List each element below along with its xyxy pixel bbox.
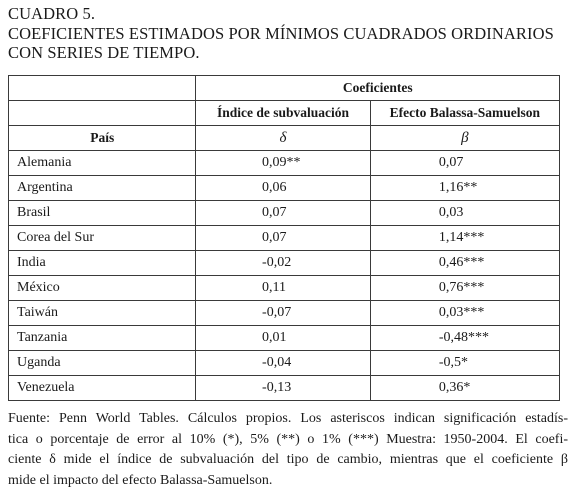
beta-value: 0,36* [438, 380, 471, 395]
note-line-2: tica o porcentaje de error al 10% (*), 5… [8, 431, 568, 447]
beta-cell: 0,03*** [369, 300, 561, 326]
country-cell: Alemania [7, 150, 197, 176]
delta-cell: 0,09** [195, 150, 371, 176]
caption-number: CUADRO 5. [8, 4, 96, 23]
empty-header-cell [7, 75, 197, 101]
beta-value: 0,76*** [438, 280, 485, 295]
country-cell: Venezuela [7, 375, 197, 401]
table-row: India -0,02 0,46*** [7, 250, 561, 276]
beta-value: 0,46*** [438, 255, 485, 270]
header-row-symbols: País δ β [7, 125, 561, 151]
delta-value: 0,11 [262, 280, 287, 295]
table-caption: CUADRO 5. COEFICIENTES ESTIMADOS POR MÍN… [8, 4, 568, 63]
beta-value: 1,14*** [438, 230, 485, 245]
table-row: Brasil 0,07 0,03 [7, 200, 561, 226]
beta-cell: 0,36* [369, 375, 561, 401]
beta-value: 0,07 [438, 155, 464, 170]
delta-value: -0,02 [262, 255, 292, 270]
country-cell: Taiwán [7, 300, 197, 326]
beta-value: 0,03*** [438, 305, 485, 320]
empty-header-cell [7, 100, 197, 126]
symbol-cell-beta: β [369, 125, 561, 151]
country-cell: Corea del Sur [7, 225, 197, 251]
beta-value: -0,48*** [438, 330, 489, 345]
delta-cell: 0,07 [195, 225, 371, 251]
delta-value: 0,01 [262, 330, 287, 345]
delta-cell: 0,07 [195, 200, 371, 226]
country-cell: Uganda [7, 350, 197, 376]
col-header-balassa: Efecto Balassa-Samuelson [369, 100, 561, 126]
delta-value: -0,04 [262, 355, 292, 370]
symbol-cell-delta: δ [195, 125, 371, 151]
beta-value: -0,5* [438, 355, 468, 370]
beta-cell: -0,5* [369, 350, 561, 376]
country-cell: Brasil [7, 200, 197, 226]
table-row: Alemania 0,09** 0,07 [7, 150, 561, 176]
beta-cell: -0,48*** [369, 325, 561, 351]
delta-value: 0,07 [262, 230, 287, 245]
delta-cell: -0,13 [195, 375, 371, 401]
col-header-country: País [7, 125, 197, 151]
beta-value: 0,03 [438, 205, 464, 220]
table-body: Alemania 0,09** 0,07 Argentina 0,06 1,16** Bra… [7, 150, 561, 401]
beta-cell: 1,16** [369, 175, 561, 201]
coefficients-table: Coeficientes Índice de subvaluación Efec… [7, 75, 561, 401]
note-line-3: ciente δ mide el índice de subvaluación … [8, 452, 568, 467]
beta-symbol: β [461, 129, 469, 146]
delta-value: 0,09** [262, 155, 301, 170]
beta-cell: 0,03 [369, 200, 561, 226]
beta-cell: 1,14*** [369, 225, 561, 251]
header-row-group: Coeficientes [7, 75, 560, 101]
caption-title-line-2: CON SERIES DE TIEMPO. [8, 43, 200, 62]
table-row: Argentina 0,06 1,16** [7, 175, 561, 201]
country-cell: India [7, 250, 197, 276]
beta-cell: 0,46*** [369, 250, 561, 276]
table-row: Corea del Sur 0,07 1,14*** [7, 225, 561, 251]
delta-cell: 0,11 [195, 275, 371, 301]
delta-symbol: δ [279, 129, 287, 146]
delta-value: 0,06 [262, 180, 287, 195]
beta-cell: 0,07 [369, 150, 561, 176]
delta-cell: -0,07 [195, 300, 371, 326]
table-row: Venezuela -0,13 0,36* [7, 375, 561, 401]
table-note: Fuente: Penn World Tables. Cálculos prop… [8, 409, 568, 491]
caption-title-line-1: COEFICIENTES ESTIMADOS POR MÍNIMOS CUADR… [8, 23, 554, 43]
country-cell: Argentina [7, 175, 197, 201]
note-line-4: mide el impacto del efecto Balassa-Samue… [8, 472, 273, 488]
delta-cell: -0,02 [195, 250, 371, 276]
header-row-columns: Índice de subvaluación Efecto Balassa-Sa… [7, 100, 561, 126]
group-header: Coeficientes [195, 75, 560, 101]
table-row: Tanzania 0,01 -0,48*** [7, 325, 561, 351]
delta-value: -0,13 [262, 380, 292, 395]
delta-cell: 0,06 [195, 175, 371, 201]
delta-value: -0,07 [262, 305, 292, 320]
beta-cell: 0,76*** [369, 275, 561, 301]
note-line-1: Fuente: Penn World Tables. Cálculos prop… [8, 411, 568, 426]
col-header-subvaluation: Índice de subvaluación [195, 100, 371, 126]
table-row: Uganda -0,04 -0,5* [7, 350, 561, 376]
beta-value: 1,16** [438, 180, 478, 195]
delta-cell: 0,01 [195, 325, 371, 351]
table-row: México 0,11 0,76*** [7, 275, 561, 301]
country-cell: Tanzania [7, 325, 197, 351]
delta-cell: -0,04 [195, 350, 371, 376]
delta-value: 0,07 [262, 205, 287, 220]
table-row: Taiwán -0,07 0,03*** [7, 300, 561, 326]
country-cell: México [7, 275, 197, 301]
